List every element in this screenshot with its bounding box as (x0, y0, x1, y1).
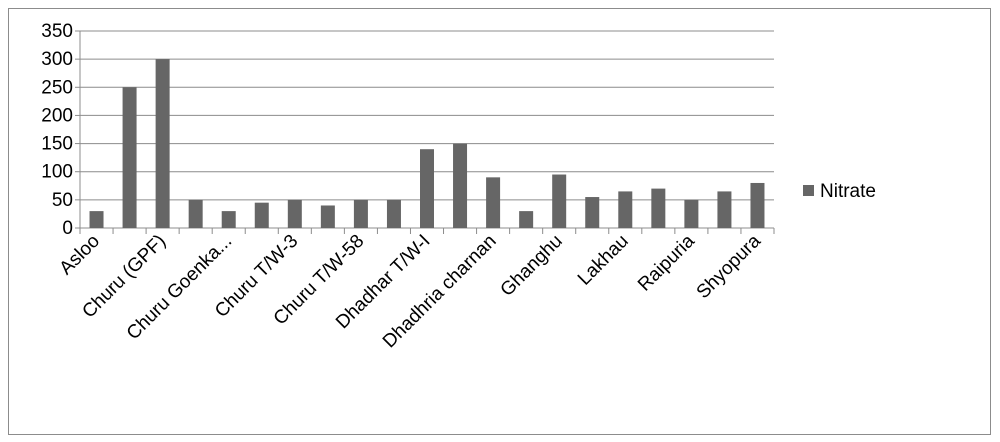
bar (552, 174, 567, 228)
bar (89, 211, 104, 228)
bar (453, 143, 468, 228)
x-tick-label: Ghanghu (497, 231, 567, 301)
bar (519, 211, 534, 228)
y-tick-label: 100 (41, 162, 73, 183)
bar (420, 149, 434, 228)
bar (155, 59, 170, 229)
y-tick-label: 50 (52, 190, 73, 211)
y-tick-label: 200 (41, 105, 73, 126)
bar (320, 205, 335, 228)
bar (122, 87, 137, 229)
x-tick-label: Raipuria (634, 230, 699, 295)
y-tick-label: 300 (41, 49, 73, 70)
bar (353, 199, 368, 228)
bar (486, 177, 501, 228)
bar (386, 199, 401, 228)
y-tick-label: 250 (41, 77, 73, 98)
bar (717, 191, 732, 228)
bar (651, 188, 666, 228)
bar (750, 182, 765, 228)
x-tick-label: Dhadhria charnan (379, 231, 501, 353)
x-tick-label: Lakhau (574, 231, 633, 290)
bar (287, 199, 302, 228)
bar (188, 199, 203, 228)
legend-label: Nitrate (820, 181, 876, 202)
bar (254, 202, 269, 228)
legend-swatch (803, 185, 814, 196)
bar (618, 191, 633, 228)
y-tick-label: 0 (62, 218, 73, 239)
bar (585, 197, 600, 228)
y-tick-label: 150 (41, 134, 73, 155)
x-tick-label: Shyopura (693, 230, 766, 303)
bar (221, 211, 236, 228)
bar (684, 199, 699, 228)
y-tick-label: 350 (41, 21, 73, 42)
